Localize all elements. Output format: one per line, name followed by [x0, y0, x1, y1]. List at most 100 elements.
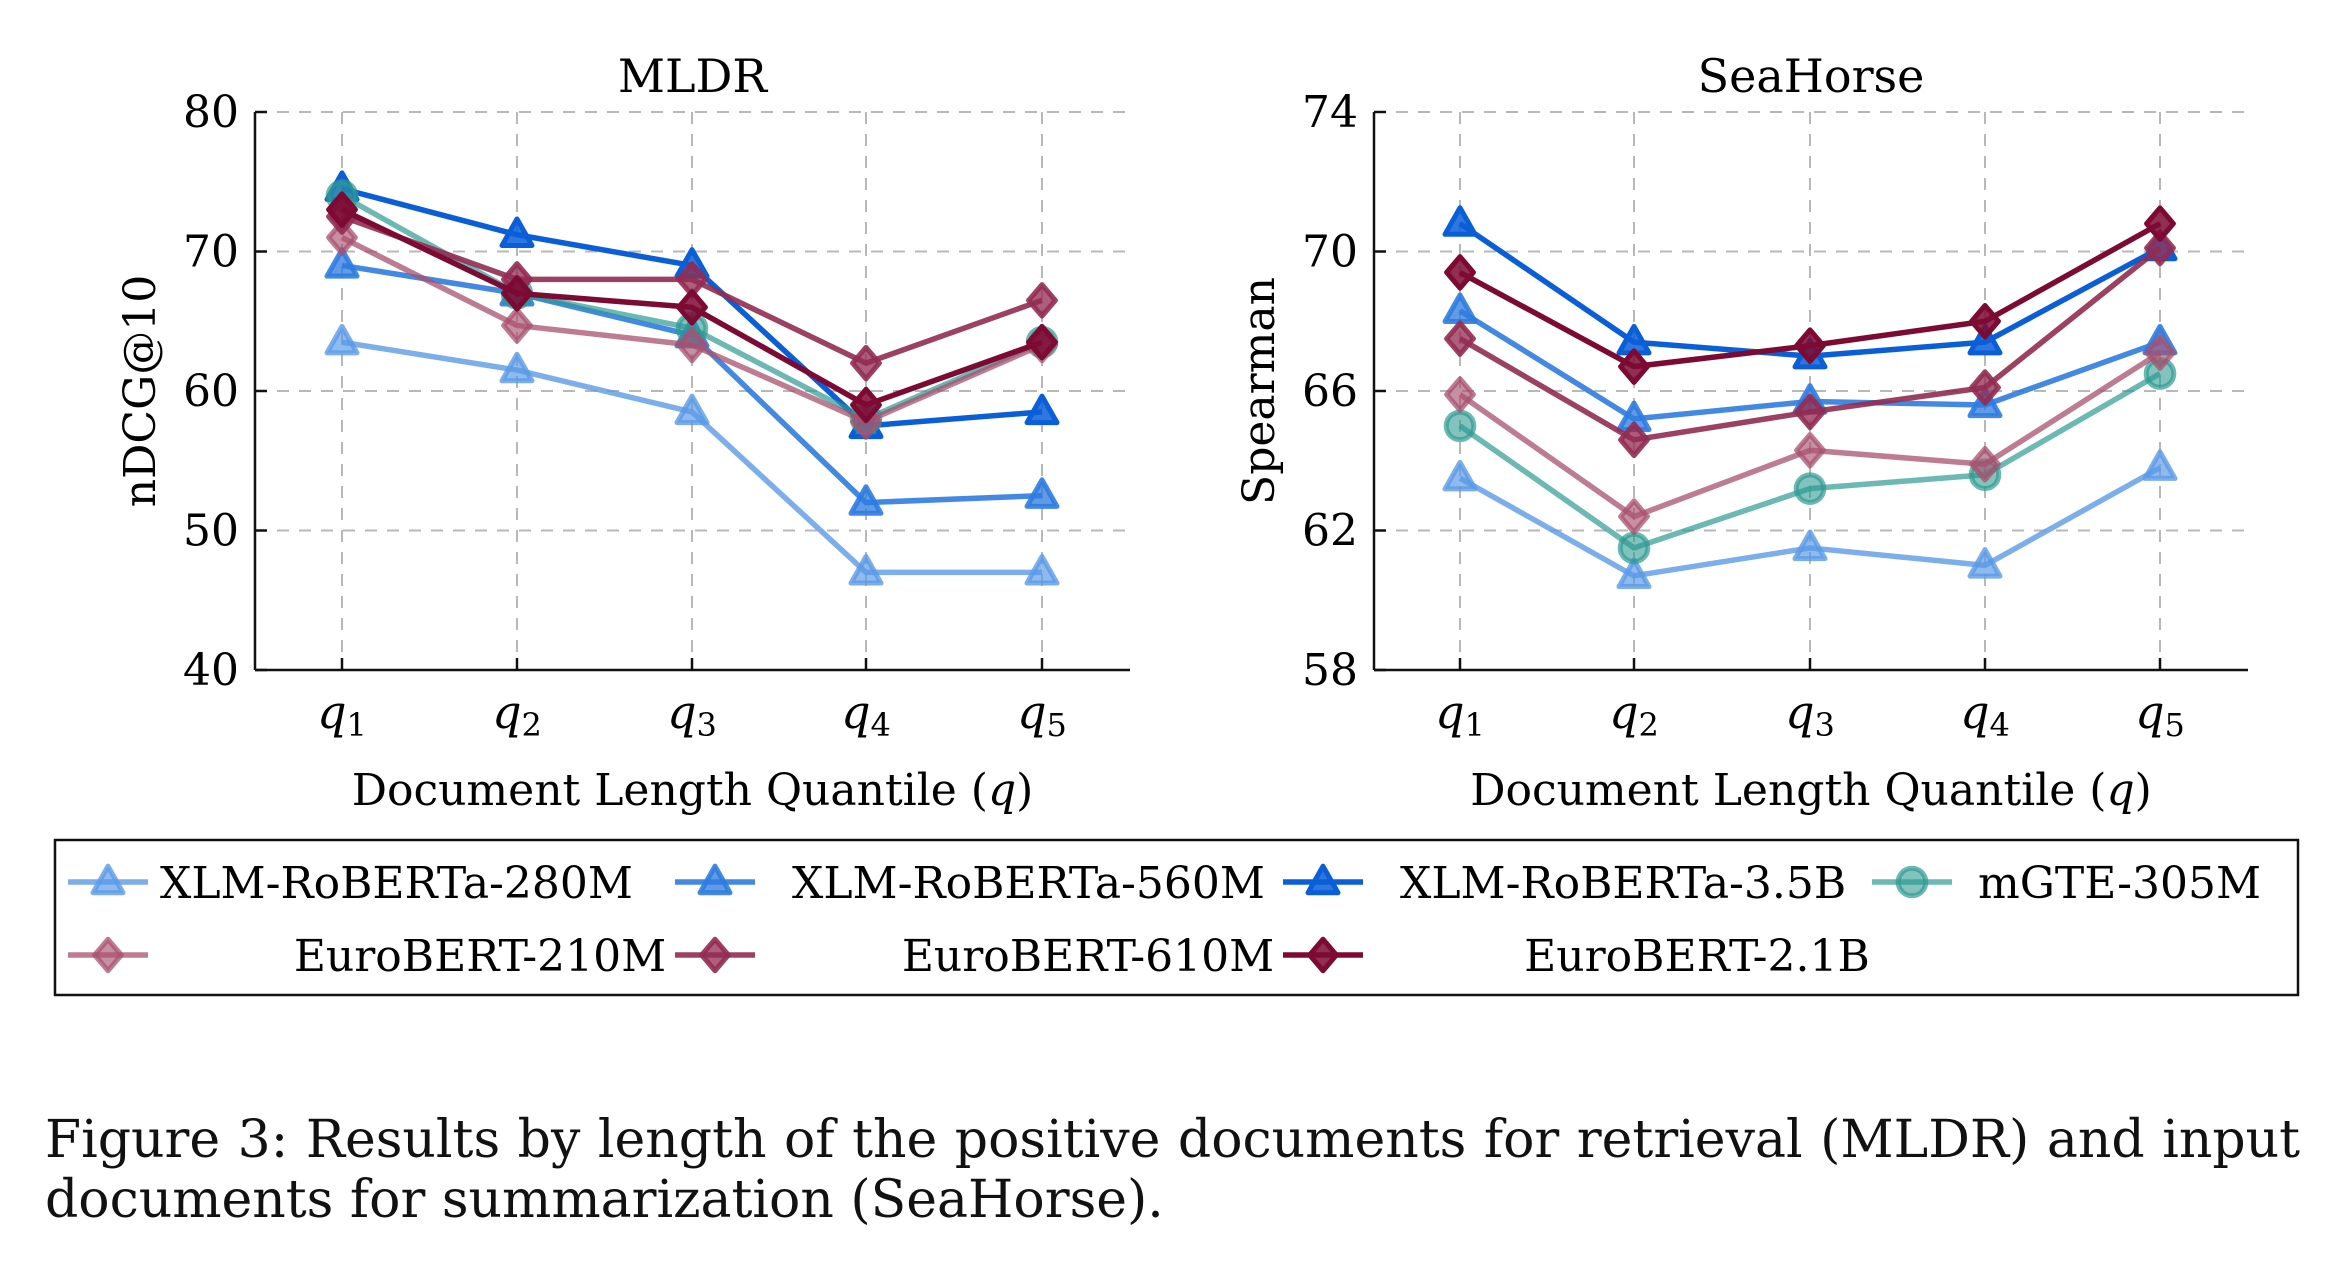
- data-point: [326, 191, 358, 228]
- x-tick-label: q1: [317, 685, 367, 744]
- legend-marker: [699, 936, 731, 974]
- chart-panel-seahorse: 58 62 66 70 74 q1 q2 q3 q4 q5 SeaHorse Document Len…: [1234, 49, 2248, 816]
- legend-entry-xlm-roberta-560m: XLM-RoBERTa-560M: [675, 858, 1265, 909]
- data-point: [1024, 393, 1060, 426]
- data-point: [1024, 477, 1060, 509]
- data-point: [848, 484, 884, 516]
- y-tick-label: 70: [1302, 227, 1358, 278]
- chart-title: SeaHorse: [1698, 49, 1925, 103]
- data-point: [1442, 292, 1478, 324]
- legend-label: XLM-RoBERTa-280M: [160, 858, 633, 909]
- series-xlm-roberta-280m: [324, 323, 1060, 586]
- legend-label: XLM-RoBERTa-560M: [792, 858, 1265, 909]
- data-point: [324, 247, 360, 279]
- y-tick-label: 60: [183, 366, 239, 417]
- legend-entry-xlm-roberta-3-5b: XLM-RoBERTa-3.5B: [1283, 858, 1846, 909]
- y-axis-label: Spearman: [1234, 277, 1285, 505]
- y-tick-label: 66: [1302, 366, 1358, 417]
- y-tick-label: 40: [183, 645, 239, 696]
- legend-marker: [697, 863, 733, 896]
- data-point: [2144, 229, 2176, 267]
- data-point: [676, 289, 708, 326]
- data-point: [2144, 205, 2176, 242]
- data-point: [324, 323, 360, 356]
- legend-marker: [90, 863, 126, 896]
- data-point: [1443, 409, 1477, 443]
- data-point: [499, 216, 535, 248]
- data-point: [326, 219, 358, 256]
- y-tick-label: 62: [1302, 506, 1358, 557]
- series-eurobert-610m: [1444, 229, 2176, 459]
- data-point: [1618, 421, 1650, 459]
- legend-marker: [1305, 863, 1341, 896]
- legend-marker: [92, 936, 124, 974]
- x-tick-label: q3: [1785, 685, 1835, 744]
- legend-box: [53, 838, 2300, 997]
- series-eurobert-2-1b: [1444, 205, 2176, 385]
- legend: XLM-RoBERTa-280M XLM-RoBERTa-560M XLM-RoBE…: [53, 838, 2300, 997]
- data-point: [1792, 529, 1828, 562]
- x-tick-label: q4: [841, 685, 891, 744]
- legend-entry-eurobert-2-1b: EuroBERT-2.1B: [1283, 931, 1870, 982]
- legend-label: XLM-RoBERTa-3.5B: [1400, 858, 1846, 909]
- x-axis-label: Document Length Quantile (q): [352, 765, 1034, 816]
- data-point: [1618, 498, 1650, 535]
- x-tick-label: q3: [667, 685, 717, 744]
- y-tick-label: 74: [1302, 87, 1358, 138]
- data-point: [850, 386, 882, 424]
- data-point: [1442, 459, 1478, 492]
- data-point: [1967, 547, 2003, 579]
- data-point: [1444, 320, 1476, 357]
- data-point: [1794, 327, 1826, 364]
- y-tick-label: 70: [183, 227, 239, 278]
- x-tick-label: q5: [1017, 685, 1067, 744]
- data-point: [674, 393, 710, 426]
- legend-label: EuroBERT-610M: [902, 931, 1274, 982]
- x-tick-label: q4: [1960, 685, 2010, 744]
- data-point: [850, 344, 882, 382]
- legend-entry-eurobert-210m: EuroBERT-210M: [68, 931, 666, 982]
- data-point: [501, 275, 533, 312]
- data-point: [2144, 334, 2176, 371]
- data-point: [1616, 557, 1652, 590]
- chart-title: MLDR: [618, 49, 769, 103]
- legend-entry-eurobert-610m: EuroBERT-610M: [675, 931, 1274, 982]
- y-tick-label: 80: [183, 87, 239, 138]
- data-point: [1794, 393, 1826, 431]
- caption-text: Figure 3: Results by length of the posit…: [45, 1110, 2300, 1230]
- data-point: [1444, 376, 1476, 413]
- y-axis-label: nDCG@10: [115, 275, 166, 507]
- legend-label: EuroBERT-2.1B: [1524, 931, 1870, 982]
- data-point: [1618, 348, 1650, 385]
- data-point: [499, 351, 535, 384]
- legend-entry-mgte-305m: mGTE-305M: [1872, 858, 2261, 909]
- x-axis-label: Document Length Quantile (q): [1470, 765, 2152, 816]
- series-eurobert-210m: [1444, 334, 2176, 535]
- data-point: [1793, 472, 1827, 505]
- x-tick-label: q5: [2135, 685, 2185, 744]
- legend-entry-xlm-roberta-280m: XLM-RoBERTa-280M: [68, 858, 633, 909]
- data-point: [501, 307, 533, 344]
- x-tick-label: q2: [492, 685, 542, 744]
- y-tick-label: 58: [1302, 645, 1358, 696]
- x-tick-label: q2: [1609, 685, 1659, 744]
- legend-label: mGTE-305M: [1978, 858, 2261, 909]
- data-point: [1969, 369, 2001, 406]
- data-point: [1794, 432, 1826, 469]
- data-point: [848, 554, 884, 586]
- data-point: [1026, 282, 1058, 319]
- data-point: [676, 326, 708, 364]
- legend-marker: [1307, 936, 1339, 974]
- data-point: [1444, 254, 1476, 291]
- data-point: [1024, 554, 1060, 586]
- data-point: [1617, 531, 1651, 565]
- data-point: [1969, 445, 2001, 483]
- data-point: [1969, 303, 2001, 340]
- data-point: [1967, 323, 2003, 356]
- series-eurobert-2-1b: [326, 191, 1058, 424]
- series-xlm-roberta-280m: [1442, 449, 2178, 590]
- chart-panel-mldr: 40 50 60 70 80 q1 q2 q3 q4 q5 MLDR Document Length …: [115, 49, 1130, 816]
- legend-marker: [1895, 865, 1929, 899]
- data-point: [1026, 323, 1058, 361]
